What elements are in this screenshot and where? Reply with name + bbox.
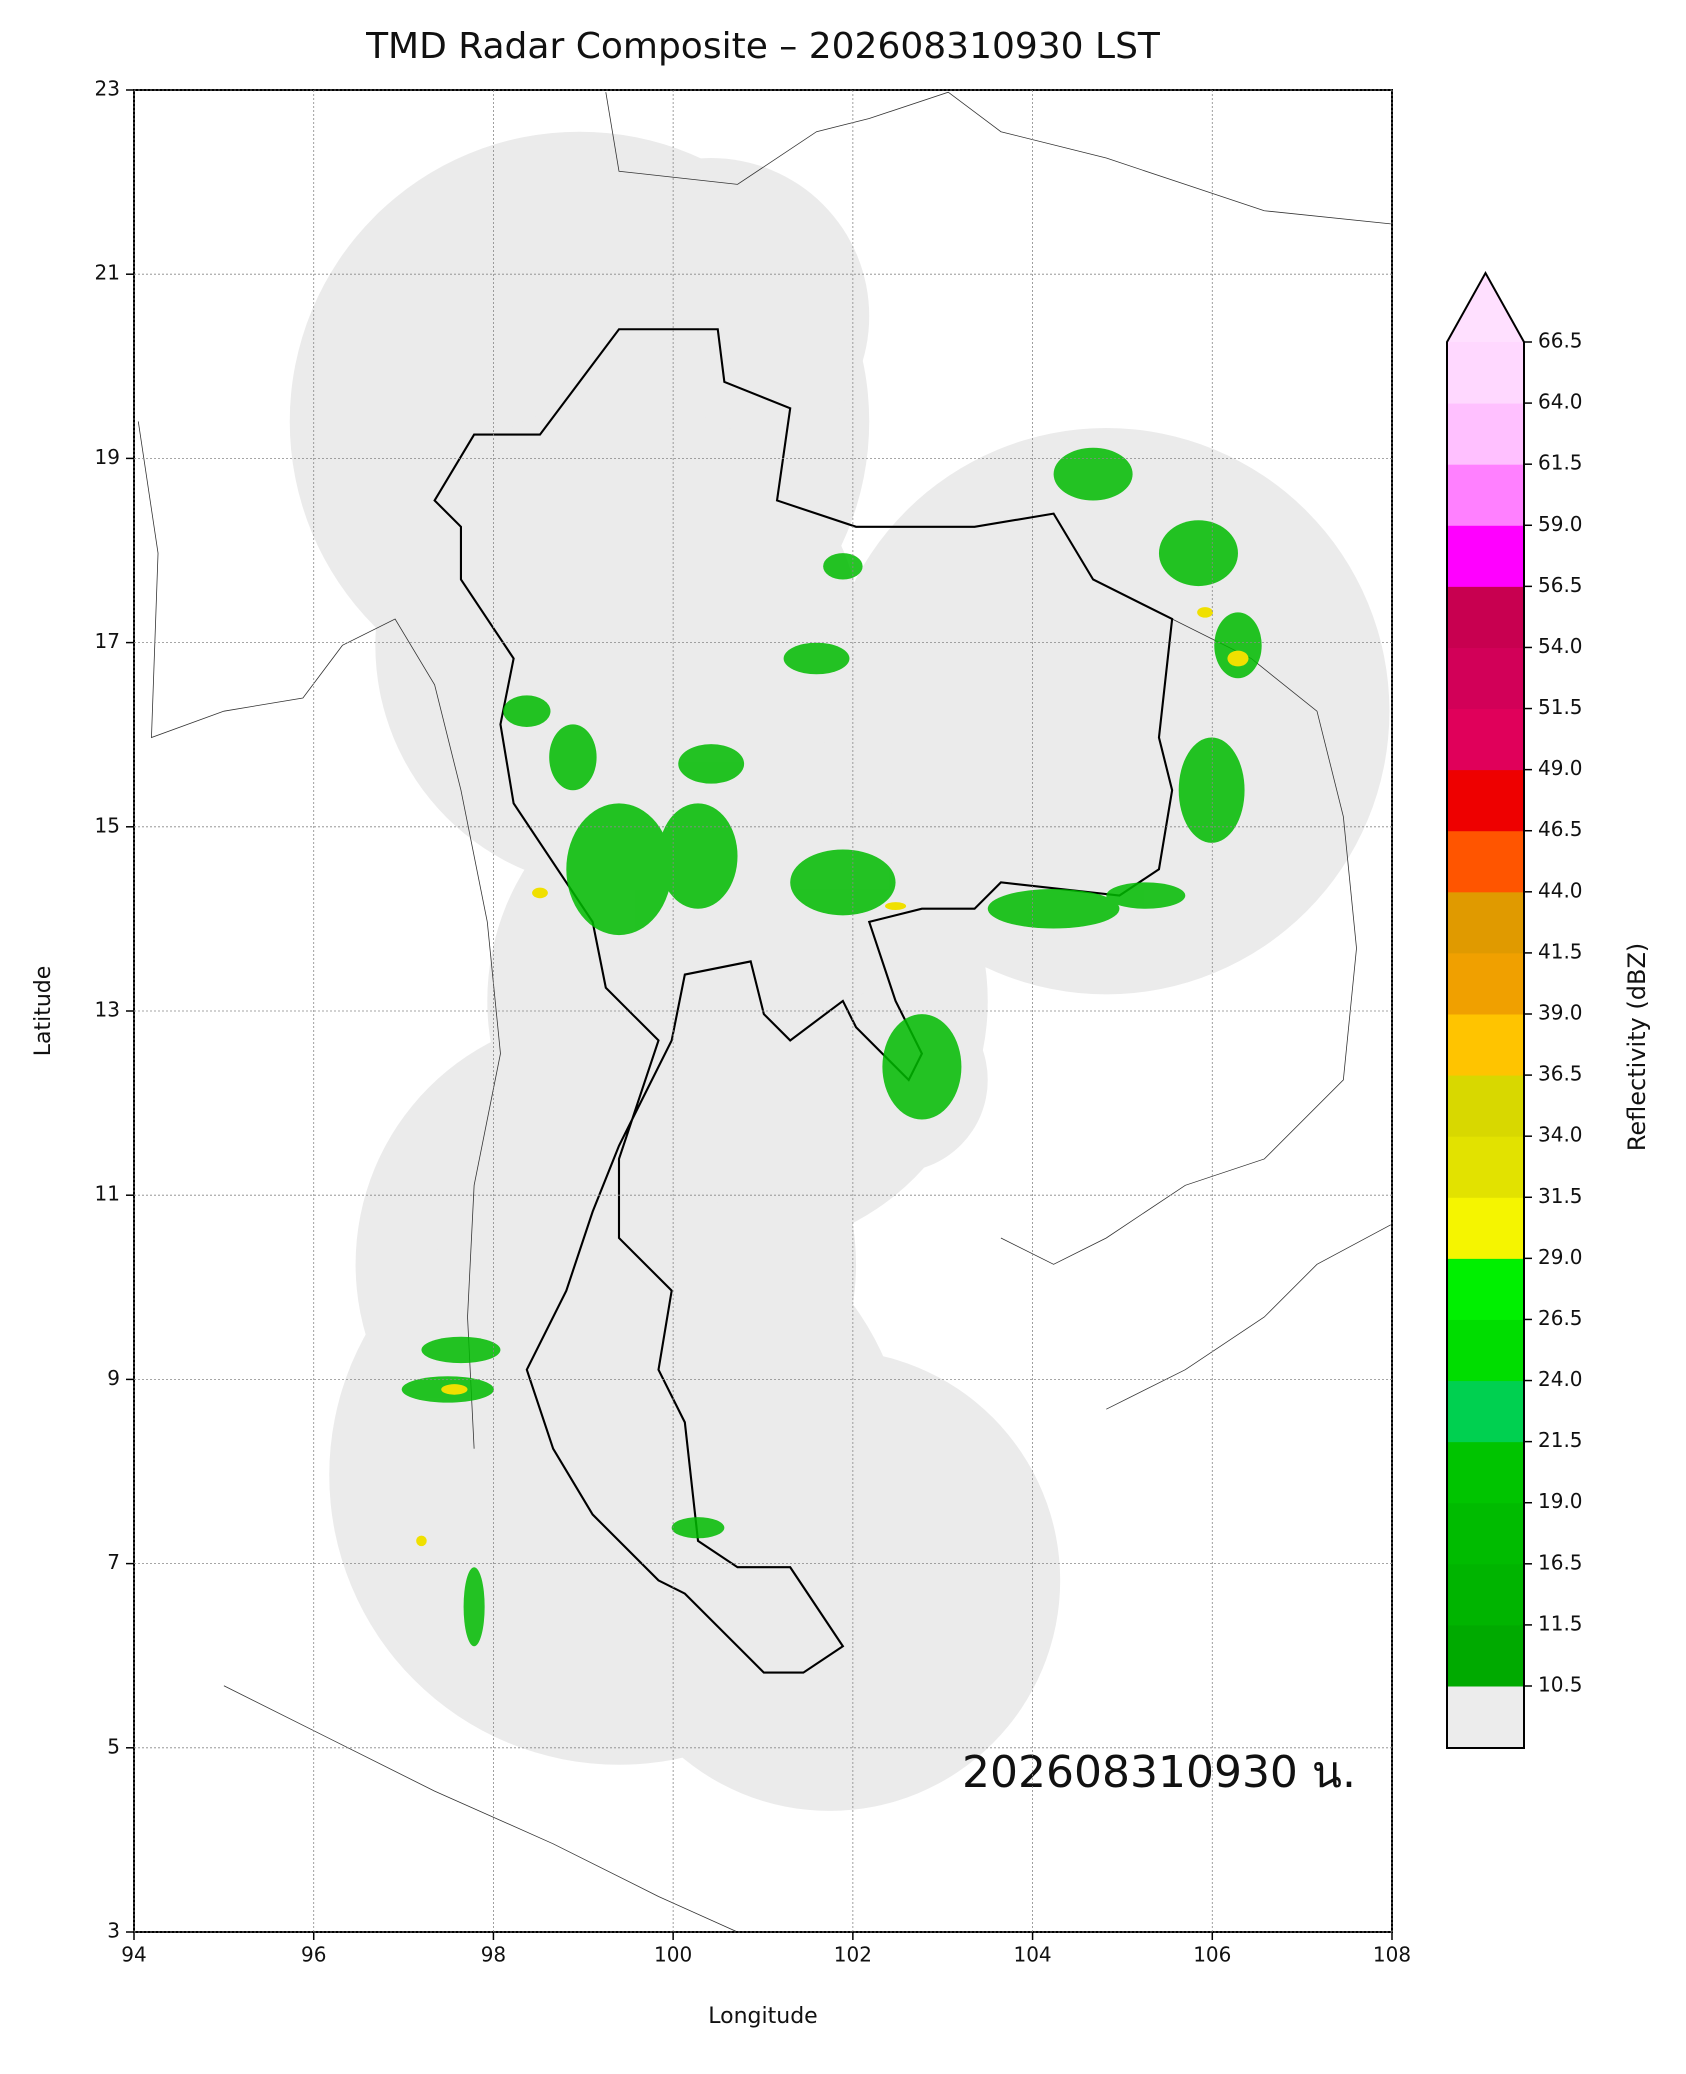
y-tick-label: 17: [95, 629, 120, 653]
colorbar-segment: [1447, 1136, 1524, 1198]
colorbar-tick-label: 16.5: [1538, 1550, 1583, 1574]
colorbar-segment: [1447, 1502, 1524, 1565]
y-tick-label: 7: [107, 1550, 120, 1574]
radar-echoes: [401, 447, 1262, 1647]
x-axis-label: Longitude: [708, 2004, 817, 2029]
colorbar-segment: [1447, 403, 1524, 465]
radar-echoes-strong: [416, 607, 1249, 1547]
colorbar-tick-label: 10.5: [1538, 1673, 1583, 1697]
x-tick-label: 100: [654, 1943, 692, 1967]
colorbar-segment: [1447, 1197, 1524, 1259]
colorbar-under: [1447, 1686, 1524, 1748]
colorbar-segment: [1447, 1563, 1524, 1626]
colorbar-tick-label: 54.0: [1538, 634, 1583, 658]
colorbar-over: [1447, 273, 1524, 342]
radar-coverage: [289, 131, 1390, 1811]
x-tick-label: 102: [834, 1943, 872, 1967]
colorbar-segment: [1447, 830, 1524, 893]
y-tick-label: 15: [95, 813, 120, 837]
chart-title: TMD Radar Composite – 202608310930 LST: [365, 26, 1161, 67]
colorbar-segment: [1447, 1441, 1524, 1504]
colorbar-tick-label: 46.5: [1538, 817, 1583, 841]
x-tick-label: 106: [1193, 1943, 1231, 1967]
colorbar-tick-label: 26.5: [1538, 1306, 1583, 1330]
coastlines: [137, 91, 1391, 1932]
colorbar-segment: [1447, 1075, 1524, 1137]
colorbar-tick-label: 59.0: [1538, 512, 1583, 536]
colorbar-segment: [1447, 464, 1524, 526]
y-tick-label: 21: [95, 261, 120, 285]
colorbar-segment: [1447, 1014, 1524, 1076]
colorbar-tick-label: 66.5: [1538, 329, 1583, 353]
colorbar-tick-label: 31.5: [1538, 1184, 1583, 1208]
colorbar-segment: [1447, 342, 1524, 404]
colorbar-segment: [1447, 1624, 1524, 1687]
colorbar-tick-label: 61.5: [1538, 451, 1583, 475]
colorbar-tick-label: 11.5: [1538, 1611, 1583, 1635]
y-tick-label: 19: [95, 445, 120, 469]
colorbar-tick-label: 34.0: [1538, 1123, 1583, 1147]
x-tick-label: 96: [301, 1943, 326, 1967]
colorbar-tick-label: 21.5: [1538, 1428, 1583, 1452]
colorbar-tick-label: 36.5: [1538, 1062, 1583, 1086]
colorbar-tick-label: 39.0: [1538, 1001, 1583, 1025]
colorbar-segment: [1447, 647, 1524, 710]
y-tick-label: 9: [107, 1366, 120, 1390]
colorbar-tick-label: 19.0: [1538, 1489, 1583, 1513]
colorbar-segment: [1447, 586, 1524, 648]
colorbar-tick-label: 64.0: [1538, 390, 1583, 414]
colorbar-segment: [1447, 525, 1524, 587]
y-axis-label: Latitude: [31, 966, 56, 1057]
colorbar-segment: [1447, 891, 1524, 954]
colorbar-label: Reflectivity (dBZ): [1623, 943, 1651, 1152]
colorbar-segment: [1447, 1319, 1524, 1382]
colorbar-segment: [1447, 952, 1524, 1015]
colorbar-tick-label: 49.0: [1538, 756, 1583, 780]
y-tick-label: 5: [107, 1734, 120, 1758]
y-tick-label: 11: [95, 1182, 120, 1206]
x-tick-label: 94: [121, 1943, 146, 1967]
x-tick-label: 104: [1013, 1943, 1051, 1967]
x-tick-label: 98: [481, 1943, 506, 1967]
colorbar-segment: [1447, 708, 1524, 771]
y-tick-label: 23: [95, 77, 120, 101]
y-tick-label: 3: [107, 1919, 120, 1943]
colorbar-segment: [1447, 769, 1524, 832]
colorbar-segment: [1447, 1380, 1524, 1443]
y-tick-label: 13: [95, 998, 120, 1022]
annotation: 202608310930 น.: [962, 1747, 1356, 1798]
colorbar-tick-label: 41.5: [1538, 939, 1583, 963]
colorbar-tick-label: 56.5: [1538, 573, 1583, 597]
colorbar-frame: [1446, 270, 1525, 1749]
colorbar-tick-label: 44.0: [1538, 878, 1583, 902]
colorbar-tick-label: 51.5: [1538, 695, 1583, 719]
map: [137, 91, 1391, 1932]
colorbar-tick-label: 29.0: [1538, 1245, 1583, 1269]
colorbar-segment: [1447, 1258, 1524, 1320]
country-border: [433, 328, 1174, 1674]
colorbar-tick-label: 24.0: [1538, 1367, 1583, 1391]
x-tick-label: 108: [1373, 1943, 1411, 1967]
